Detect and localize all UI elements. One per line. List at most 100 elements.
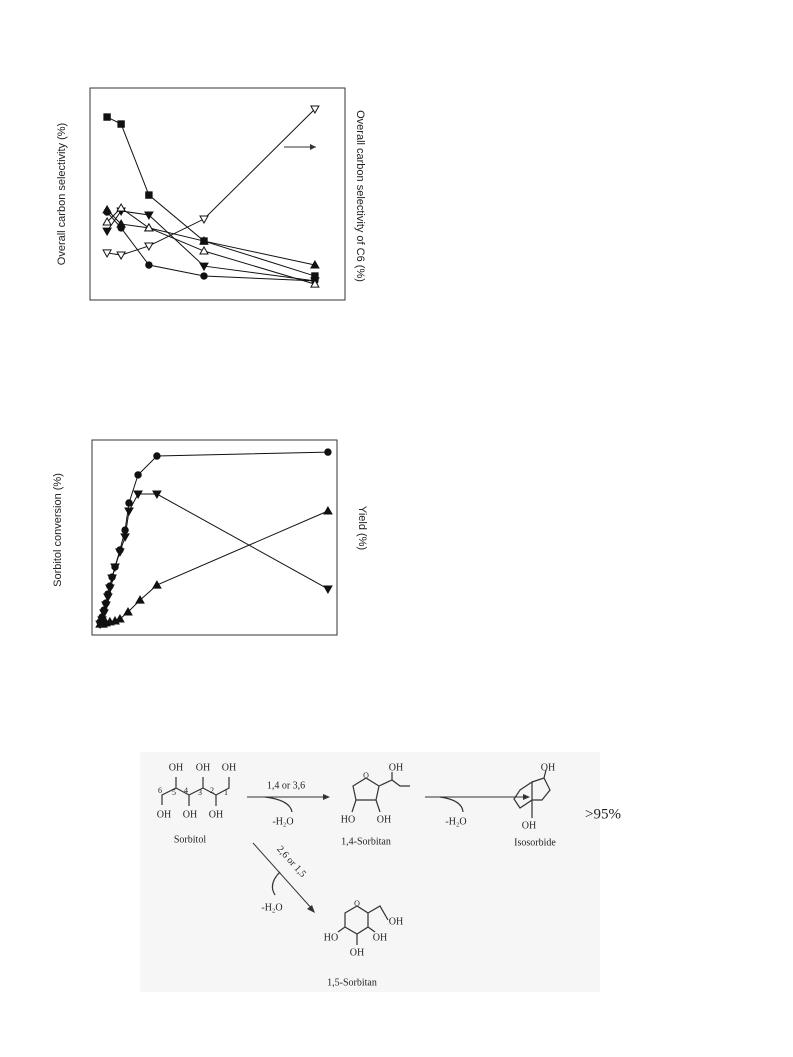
series-line <box>106 116 316 277</box>
marker <box>107 574 117 584</box>
carbon-number: 2 <box>210 786 214 795</box>
atom-label: HO <box>341 814 355 825</box>
marker <box>199 215 209 225</box>
marker <box>135 595 145 604</box>
condition: 1,4 or 3,6 <box>267 780 305 791</box>
reaction-scheme: OH OH OH OH OH OH 6 5 4 3 2 1 Sorbitol 1… <box>140 752 621 992</box>
marker <box>144 211 154 220</box>
marker <box>105 584 115 594</box>
atom-label: OH <box>389 762 403 773</box>
plot-frame <box>89 87 346 301</box>
marker <box>199 236 209 245</box>
marker <box>145 191 153 199</box>
series-line <box>106 209 316 266</box>
series-line <box>106 210 315 282</box>
bond <box>337 905 389 945</box>
atom-label: OH <box>373 932 387 943</box>
bond <box>161 777 230 806</box>
water-loss: -H₂O <box>261 902 282 913</box>
carbon-number: 4 <box>184 786 188 795</box>
series-line <box>106 211 315 282</box>
marker <box>310 105 320 114</box>
loss-arrow <box>271 871 281 896</box>
marker <box>125 499 133 507</box>
atom-label: O <box>363 771 369 780</box>
yield: >95% <box>585 806 621 822</box>
marker <box>124 507 134 516</box>
marker <box>134 471 142 479</box>
marker <box>310 260 320 269</box>
series-line <box>99 451 328 623</box>
marker <box>144 242 154 251</box>
arrow-head <box>307 905 315 913</box>
atom-label: HO <box>324 932 338 943</box>
marker <box>99 609 109 618</box>
marker <box>153 452 161 460</box>
marker <box>323 585 333 594</box>
arrow-head <box>323 794 330 800</box>
y-axis-title: Sorbitol conversion (%) <box>52 473 64 587</box>
marker <box>121 526 129 534</box>
atom-label: O <box>354 899 360 908</box>
carbon-number: 5 <box>172 788 176 797</box>
marker <box>117 120 125 128</box>
marker <box>133 490 143 500</box>
loss-arrow <box>264 796 293 813</box>
atom-label: OH <box>183 809 197 820</box>
marker <box>102 216 112 226</box>
atom-label: OH <box>196 762 210 773</box>
marker <box>110 563 120 572</box>
series-line <box>99 493 329 625</box>
marker <box>102 227 112 237</box>
compound-name: 1,5-Sorbitan <box>327 977 377 988</box>
y2-axis-title: Overall carbon selectivity of C6 (%) <box>354 110 366 282</box>
marker <box>324 448 332 456</box>
marker <box>103 593 113 602</box>
atom-label: OH <box>377 814 391 825</box>
marker <box>144 222 154 232</box>
marker <box>145 261 153 269</box>
marker <box>310 279 320 288</box>
water-loss: -H₂O <box>445 816 466 827</box>
plot-frame <box>91 439 338 636</box>
atom-label: OH <box>389 916 403 927</box>
marker <box>116 251 126 261</box>
marker <box>103 113 111 121</box>
marker <box>116 202 126 212</box>
compound-name: Sorbitol <box>174 834 206 845</box>
marker <box>116 219 126 228</box>
atom-label: OH <box>209 809 223 820</box>
compound-name: Isosorbide <box>514 837 556 848</box>
y2-axis-title: Yield (%) <box>356 506 368 550</box>
y-axis-title: Overall carbon selectivity (%) <box>56 123 68 265</box>
water-loss: -H₂O <box>272 816 293 827</box>
atom-label: OH <box>522 820 536 831</box>
marker <box>115 614 125 623</box>
marker <box>102 204 112 214</box>
compound-name: 1,4-Sorbitan <box>341 836 391 847</box>
scheme-background <box>140 752 600 992</box>
bond <box>351 772 410 813</box>
axis-arrow-head <box>310 144 316 150</box>
loss-arrow <box>439 796 464 813</box>
marker <box>152 490 162 500</box>
atom-label: OH <box>157 809 171 820</box>
marker <box>199 262 209 272</box>
carbon-number: 3 <box>198 788 202 797</box>
marker <box>120 533 130 542</box>
atom-label: OH <box>541 762 555 773</box>
arrow-head <box>523 794 530 800</box>
marker <box>152 580 162 589</box>
atom-label: OH <box>350 947 364 958</box>
atom-label: OH <box>169 762 183 773</box>
atom-label: OH <box>222 762 236 773</box>
marker <box>123 606 133 616</box>
marker <box>101 601 111 610</box>
series-line <box>100 510 329 625</box>
marker <box>115 548 125 557</box>
series-line <box>107 108 316 256</box>
bond <box>513 769 551 818</box>
series-line <box>106 207 316 285</box>
